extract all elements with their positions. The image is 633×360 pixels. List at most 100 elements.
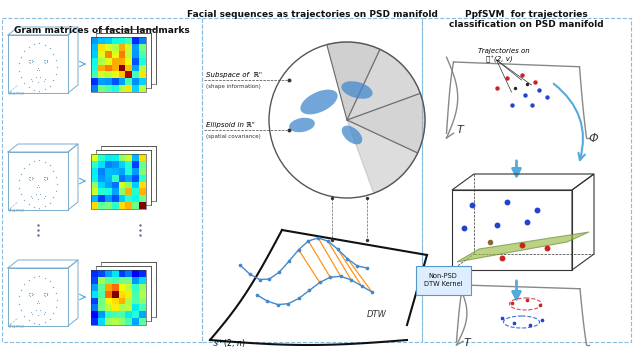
Bar bbox=[96, 150, 151, 205]
Point bbox=[40, 293, 50, 298]
FancyBboxPatch shape bbox=[415, 266, 470, 294]
Point bbox=[27, 176, 37, 182]
Bar bbox=[104, 297, 111, 304]
Point bbox=[235, 262, 245, 268]
Bar bbox=[104, 175, 111, 181]
Bar bbox=[125, 85, 132, 92]
Bar bbox=[125, 175, 132, 181]
Bar bbox=[111, 37, 118, 44]
Bar bbox=[139, 311, 146, 318]
Point bbox=[529, 79, 539, 85]
Bar bbox=[125, 277, 132, 284]
Bar bbox=[139, 37, 146, 44]
Bar bbox=[132, 270, 139, 277]
Point bbox=[33, 182, 43, 188]
Bar bbox=[91, 304, 98, 311]
Bar bbox=[104, 311, 111, 318]
Bar bbox=[98, 44, 104, 51]
Point bbox=[40, 57, 50, 63]
Bar bbox=[139, 44, 146, 51]
Text: 𝒮⁺(2, v): 𝒮⁺(2, v) bbox=[487, 56, 513, 63]
Bar bbox=[98, 202, 104, 209]
Bar bbox=[118, 311, 125, 318]
Bar bbox=[104, 78, 111, 85]
Bar bbox=[111, 291, 118, 297]
Text: frame: frame bbox=[9, 324, 25, 329]
Bar bbox=[118, 277, 125, 284]
Point bbox=[534, 302, 544, 308]
Point bbox=[520, 92, 530, 98]
Bar bbox=[139, 188, 146, 195]
Bar bbox=[98, 291, 104, 297]
Bar bbox=[98, 195, 104, 202]
Bar bbox=[118, 202, 125, 209]
Point bbox=[332, 246, 342, 252]
Bar bbox=[125, 284, 132, 291]
Point bbox=[26, 76, 36, 81]
Point bbox=[35, 74, 46, 80]
Point bbox=[28, 87, 39, 93]
Point bbox=[284, 77, 294, 83]
Bar bbox=[125, 78, 132, 85]
Point bbox=[32, 67, 42, 73]
Bar bbox=[125, 161, 132, 168]
Bar bbox=[132, 51, 139, 58]
Point bbox=[517, 242, 527, 248]
Point bbox=[48, 310, 58, 316]
Point bbox=[252, 292, 262, 298]
Bar bbox=[132, 181, 139, 188]
Bar bbox=[139, 277, 146, 284]
Point bbox=[501, 75, 511, 81]
Bar bbox=[139, 168, 146, 175]
Point bbox=[15, 177, 25, 183]
Bar bbox=[118, 168, 125, 175]
Bar bbox=[91, 270, 98, 277]
Point bbox=[491, 85, 501, 91]
Point bbox=[33, 79, 43, 85]
Bar bbox=[91, 71, 98, 78]
Bar bbox=[98, 304, 104, 311]
Bar bbox=[118, 297, 125, 304]
Ellipse shape bbox=[289, 118, 315, 132]
Point bbox=[325, 274, 335, 280]
Point bbox=[24, 175, 34, 180]
Bar bbox=[104, 318, 111, 325]
Bar bbox=[139, 58, 146, 64]
Bar bbox=[104, 188, 111, 195]
Bar bbox=[118, 71, 125, 78]
Point bbox=[25, 57, 35, 63]
Point bbox=[524, 322, 534, 328]
Point bbox=[33, 222, 43, 228]
Bar bbox=[139, 195, 146, 202]
Bar bbox=[125, 181, 132, 188]
Bar bbox=[139, 161, 146, 168]
Point bbox=[15, 60, 25, 66]
Ellipse shape bbox=[342, 126, 362, 144]
Point bbox=[542, 245, 552, 251]
Bar bbox=[111, 284, 118, 291]
Bar bbox=[125, 51, 132, 58]
Point bbox=[522, 81, 532, 87]
Point bbox=[42, 176, 52, 182]
Bar bbox=[132, 37, 139, 44]
Bar bbox=[91, 188, 98, 195]
Bar bbox=[91, 181, 98, 188]
Point bbox=[40, 76, 50, 81]
Text: Gram matrices of facial landmarks: Gram matrices of facial landmarks bbox=[14, 26, 190, 35]
Point bbox=[52, 297, 62, 303]
Point bbox=[367, 289, 377, 295]
Bar bbox=[104, 181, 111, 188]
Bar bbox=[91, 154, 146, 209]
Bar bbox=[91, 64, 98, 71]
Point bbox=[39, 311, 49, 317]
Point bbox=[25, 290, 35, 296]
Point bbox=[30, 307, 41, 313]
Polygon shape bbox=[347, 49, 420, 120]
Point bbox=[51, 174, 61, 180]
Text: T: T bbox=[456, 125, 463, 135]
Point bbox=[48, 51, 58, 57]
Bar bbox=[125, 58, 132, 64]
Text: PpfSVM  for trajectories
classification on PSD manifold: PpfSVM for trajectories classification o… bbox=[449, 10, 603, 30]
Bar bbox=[104, 85, 111, 92]
Bar bbox=[202, 18, 422, 342]
